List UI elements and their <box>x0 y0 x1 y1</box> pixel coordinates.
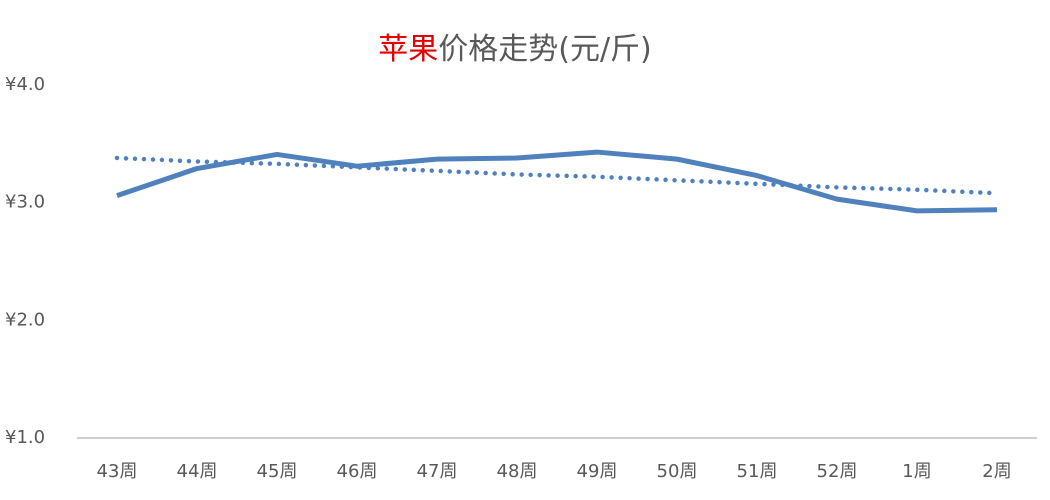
x-tick-label: 44周 <box>177 461 218 482</box>
x-tick-label: 2周 <box>982 461 1011 482</box>
x-tick-label: 50周 <box>657 461 698 482</box>
x-tick-label: 1周 <box>902 461 931 482</box>
title-rest: 价格走势(元/斤) <box>438 32 652 67</box>
y-tick-label: ¥4.0 <box>5 74 45 95</box>
x-tick-label: 45周 <box>257 461 298 482</box>
x-tick-label: 49周 <box>577 461 618 482</box>
x-tick-label: 52周 <box>817 461 858 482</box>
x-tick-label: 46周 <box>337 461 378 482</box>
price-line <box>116 149 998 214</box>
x-tick-label: 48周 <box>497 461 538 482</box>
x-tick-label: 51周 <box>737 461 778 482</box>
title-highlight: 苹果 <box>378 32 438 67</box>
chart-title: 苹果价格走势(元/斤) <box>378 32 652 67</box>
y-tick-label: ¥1.0 <box>5 427 45 448</box>
y-tick-label: ¥2.0 <box>5 309 45 330</box>
y-tick-label: ¥3.0 <box>5 192 45 213</box>
x-tick-label: 47周 <box>417 461 458 482</box>
trend-line <box>114 155 1000 196</box>
x-tick-label: 43周 <box>97 461 138 482</box>
